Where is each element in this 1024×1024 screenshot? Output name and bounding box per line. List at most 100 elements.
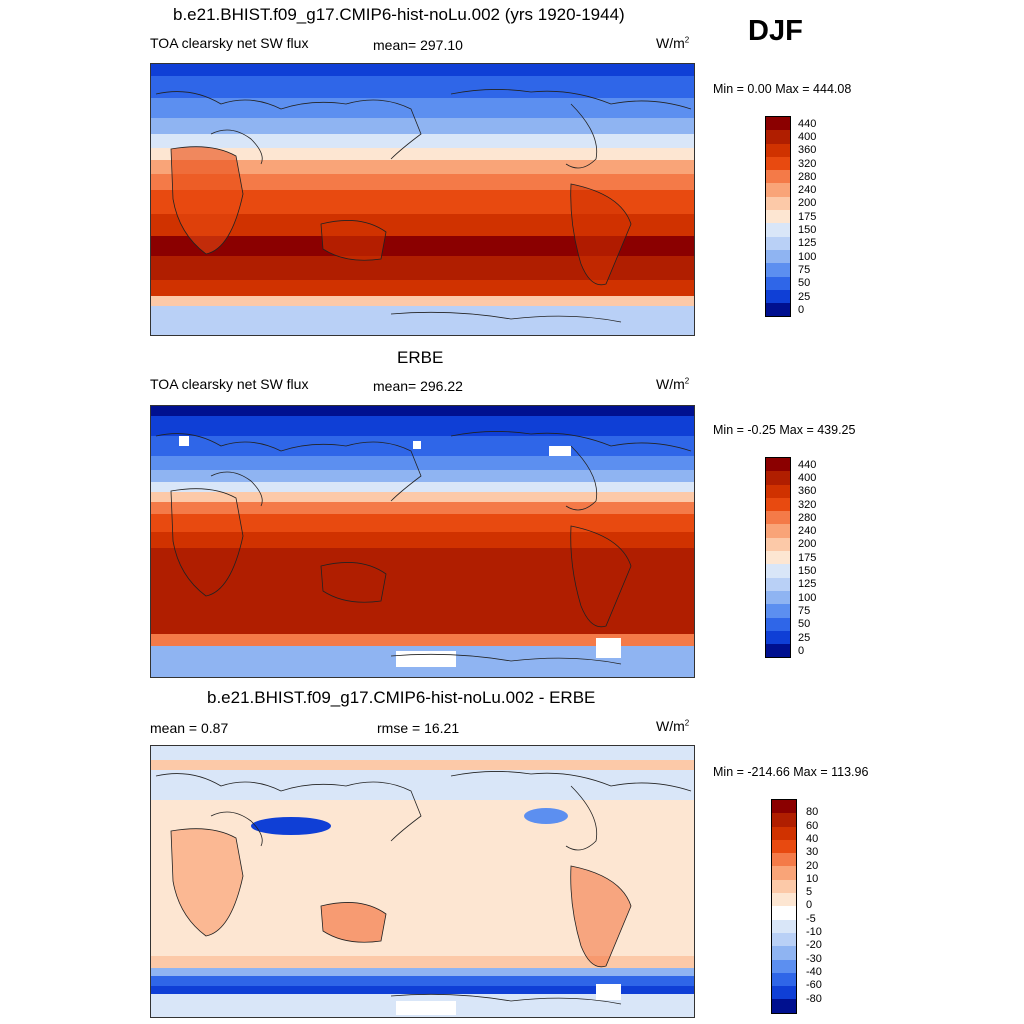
panel3-colorbar-tick-label: -10	[806, 926, 822, 938]
panel3-mean-label: mean = 0.87	[150, 720, 229, 736]
panel3-colorbar-tick-label: 20	[806, 859, 819, 872]
panel2-colorbar-tick-label: 50	[798, 618, 811, 631]
panel1-units: W/m2	[656, 35, 690, 51]
panel2-colorbar-swatch	[766, 484, 790, 498]
panel1-map	[150, 63, 695, 336]
panel3-colorbar-swatch	[772, 853, 796, 867]
panel2-colorbar-tick-label: 75	[798, 604, 811, 617]
panel2-map-field	[151, 406, 694, 677]
panel2-colorbar-swatch	[766, 537, 790, 552]
panel2-colorbar-swatch	[766, 551, 790, 565]
panel3-colorbar-swatch	[772, 999, 796, 1013]
panel3-colorbar-swatch	[772, 986, 796, 1000]
panel3-colorbar-tick-label: 40	[806, 832, 819, 845]
panel3-map-field	[151, 746, 694, 1017]
panel2-colorbar-swatch	[766, 590, 790, 605]
panel3-map	[150, 745, 695, 1018]
panel3-colorbar-tick-label: 10	[806, 872, 819, 885]
panel3-colorbar-swatch	[772, 919, 796, 933]
panel1-colorbar-swatch	[766, 249, 790, 264]
panel3-colorbar-tick-label: -5	[806, 912, 816, 925]
panel1-colorbar-tick-label: 25	[798, 290, 811, 303]
panel2-colorbar-tick-label: 125	[798, 578, 817, 591]
panel2-colorbar-swatch	[766, 497, 790, 512]
panel2-colorbar-tick-label: 150	[798, 565, 817, 578]
panel3-colorbar-tick-label: 80	[806, 806, 819, 819]
panel3-colorbar-swatch	[772, 932, 796, 947]
panel2-colorbar-swatch	[766, 458, 790, 472]
panel3-colorbar-tick-label: -40	[806, 965, 822, 978]
panel2-colorbar-tick-label: 25	[798, 631, 811, 644]
panel3-colorbar-tick-label: 60	[806, 819, 819, 832]
panel2-colorbar-tick-label: 360	[798, 485, 817, 498]
panel2-colorbar-tick-label: 240	[798, 525, 817, 538]
panel2-variable-label: TOA clearsky net SW flux	[150, 376, 309, 392]
panel1-colorbar-tick-label: 360	[798, 144, 817, 157]
panel1-colorbar-swatch	[766, 210, 790, 224]
panel2-colorbar-swatch	[766, 577, 790, 591]
panel1-variable-label: TOA clearsky net SW flux	[150, 35, 309, 51]
panel2-colorbar-swatch	[766, 617, 790, 631]
panel2-colorbar-swatch	[766, 604, 790, 618]
panel2-colorbar-swatch	[766, 630, 790, 645]
panel2-colorbar	[765, 457, 791, 659]
panel3-colorbar-tick-label: -60	[806, 979, 822, 992]
season-label: DJF	[748, 15, 803, 47]
panel3-colorbar-tick-label: 0	[806, 899, 813, 912]
panel1-colorbar-tick-label: 400	[798, 130, 817, 143]
panel3-colorbar-swatch	[772, 800, 796, 814]
panel2-title: ERBE	[397, 348, 444, 367]
panel3-minmax: Min = -214.66 Max = 113.96	[713, 765, 869, 779]
panel3-rmse-label: rmse = 16.21	[377, 720, 460, 736]
panel3-colorbar-swatch	[772, 946, 796, 960]
panel3-colorbar	[771, 799, 797, 1014]
panel1-colorbar-tick-label: 125	[798, 237, 817, 250]
panel3-colorbar-tick-label: 5	[806, 886, 813, 899]
panel3-colorbar-swatch	[772, 879, 796, 894]
panel1-map-field	[151, 64, 694, 335]
panel2-colorbar-tick-label: 100	[798, 591, 817, 604]
panel1-minmax: Min = 0.00 Max = 444.08	[713, 82, 852, 96]
panel2-colorbar-swatch	[766, 564, 790, 578]
panel1-colorbar-tick-label: 75	[798, 263, 811, 276]
panel2-colorbar-tick-label: 175	[798, 551, 817, 564]
panel2-coastlines	[155, 431, 692, 665]
panel1-colorbar-tick-label: 100	[798, 250, 817, 263]
panel2-units: W/m2	[656, 376, 690, 392]
panel1-colorbar-tick-label: 50	[798, 277, 811, 290]
panel2-colorbar-swatch	[766, 471, 790, 485]
panel1-colorbar-swatch	[766, 276, 790, 290]
panel1-colorbar-tick-label: 150	[798, 224, 817, 237]
panel2-mean-label: mean= 296.22	[373, 378, 463, 394]
panel1-mean-label: mean= 297.10	[373, 37, 463, 53]
panel1-title: b.e21.BHIST.f09_g17.CMIP6-hist-noLu.002 …	[173, 5, 625, 24]
panel1-colorbar-tick-label: 280	[798, 170, 817, 183]
panel2-colorbar-swatch	[766, 524, 790, 538]
panel1-colorbar-swatch	[766, 183, 790, 197]
panel1-colorbar	[765, 116, 791, 318]
panel3-colorbar-swatch	[772, 866, 796, 880]
panel1-colorbar-swatch	[766, 196, 790, 211]
panel3-colorbar-tick-label: 30	[806, 846, 819, 859]
panel2-colorbar-swatch	[766, 511, 790, 525]
panel3-title: b.e21.BHIST.f09_g17.CMIP6-hist-noLu.002 …	[207, 688, 596, 707]
panel1-coastlines	[155, 89, 692, 323]
panel1-colorbar-swatch	[766, 223, 790, 237]
panel1-colorbar-swatch	[766, 170, 790, 184]
panel1-colorbar-tick-label: 440	[798, 117, 817, 130]
panel3-units: W/m2	[656, 718, 690, 734]
panel3-colorbar-swatch	[772, 893, 796, 907]
panel3-colorbar-swatch	[772, 826, 796, 840]
panel3-colorbar-swatch	[772, 813, 796, 827]
panel1-colorbar-swatch	[766, 303, 790, 317]
panel3-colorbar-swatch	[772, 972, 796, 987]
panel1-colorbar-tick-label: 240	[798, 184, 817, 197]
panel3-colorbar-swatch	[772, 839, 796, 854]
panel3-colorbar-tick-label: -30	[806, 952, 822, 965]
panel3-colorbar-swatch	[772, 906, 796, 920]
panel2-colorbar-swatch	[766, 644, 790, 658]
panel1-colorbar-tick-label: 200	[798, 197, 817, 210]
panel1-colorbar-swatch	[766, 130, 790, 144]
panel3-colorbar-tick-label: -80	[806, 992, 822, 1005]
panel1-colorbar-tick-label: 320	[798, 157, 817, 170]
